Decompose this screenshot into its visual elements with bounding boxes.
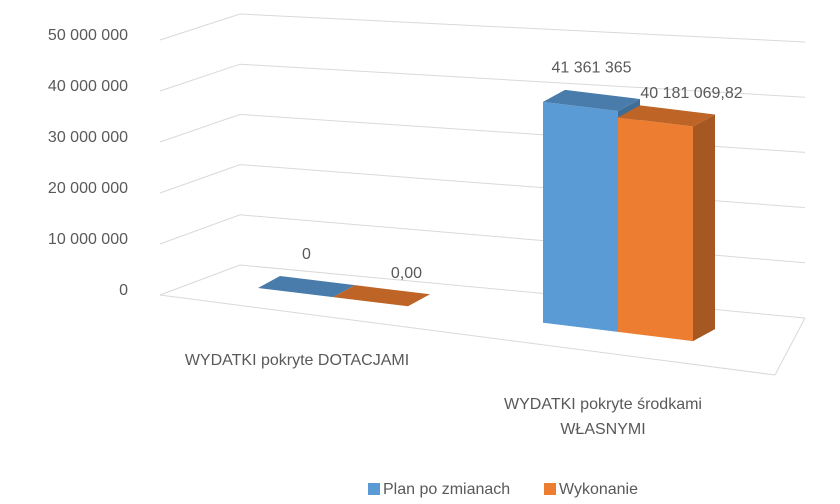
legend-label: Plan po zmianach (383, 481, 510, 498)
bar-front (618, 117, 693, 342)
data-label: 40 181 069,82 (640, 85, 742, 102)
floor-edge (774, 317, 806, 376)
bar-top (543, 89, 640, 112)
y-tick-label: 10 000 000 (48, 231, 128, 248)
data-label: 41 361 365 (551, 60, 631, 77)
bar-top (258, 276, 355, 298)
bar-side (693, 114, 715, 342)
grid-line (159, 13, 806, 43)
floor-edge (159, 294, 776, 376)
y-tick-label: 0 (119, 282, 128, 299)
y-tick-label: 20 000 000 (48, 180, 128, 197)
data-label: 0 (302, 246, 311, 263)
y-tick-label: 50 000 000 (48, 27, 128, 44)
bar-front (543, 101, 618, 332)
x-tick-label: WYDATKI pokryte DOTACJAMI (184, 352, 410, 369)
bar-top (333, 285, 430, 307)
legend-swatch (368, 483, 380, 495)
legend-swatch (544, 483, 556, 495)
y-tick-label: 40 000 000 (48, 78, 128, 95)
data-label: 0,00 (391, 265, 422, 282)
grid-line (159, 63, 806, 98)
x-tick-label: WYDATKI pokryte środkami WŁASNYMI (504, 396, 702, 438)
y-tick-label: 30 000 000 (48, 129, 128, 146)
legend-label: Wykonanie (559, 481, 638, 498)
bar-top (618, 105, 715, 127)
